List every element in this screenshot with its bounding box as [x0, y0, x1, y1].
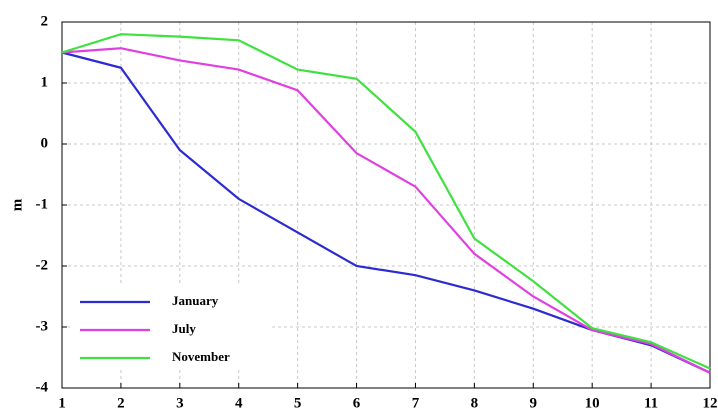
y-tick-label: 1: [41, 74, 49, 90]
y-tick-label: -2: [36, 257, 49, 273]
x-tick-label: 1: [58, 395, 66, 411]
legend-label: November: [172, 349, 230, 364]
legend-box: [70, 286, 270, 370]
y-tick-label: 0: [41, 135, 49, 151]
series-line: [61, 47, 711, 374]
legend-label: January: [172, 293, 219, 308]
x-tick-label: 10: [585, 395, 600, 411]
y-axis-label: m: [9, 198, 25, 211]
y-tick-label: -1: [36, 196, 49, 212]
series-line: [61, 33, 711, 370]
y-tick-label: -4: [36, 379, 49, 395]
legend-label: July: [172, 321, 196, 336]
y-tick-label: -3: [36, 318, 49, 334]
x-tick-label: 6: [353, 395, 361, 411]
x-tick-label: 11: [644, 395, 658, 411]
x-tick-label: 4: [235, 395, 243, 411]
x-tick-label: 7: [412, 395, 420, 411]
x-tick-label: 2: [117, 395, 125, 411]
x-tick-label: 5: [294, 395, 302, 411]
x-tick-label: 8: [471, 395, 479, 411]
plot-frame: [61, 21, 711, 389]
x-tick-label: 3: [176, 395, 184, 411]
x-tick-label: 9: [530, 395, 538, 411]
x-tick-label: 12: [703, 395, 718, 411]
y-tick-label: 2: [41, 13, 49, 29]
